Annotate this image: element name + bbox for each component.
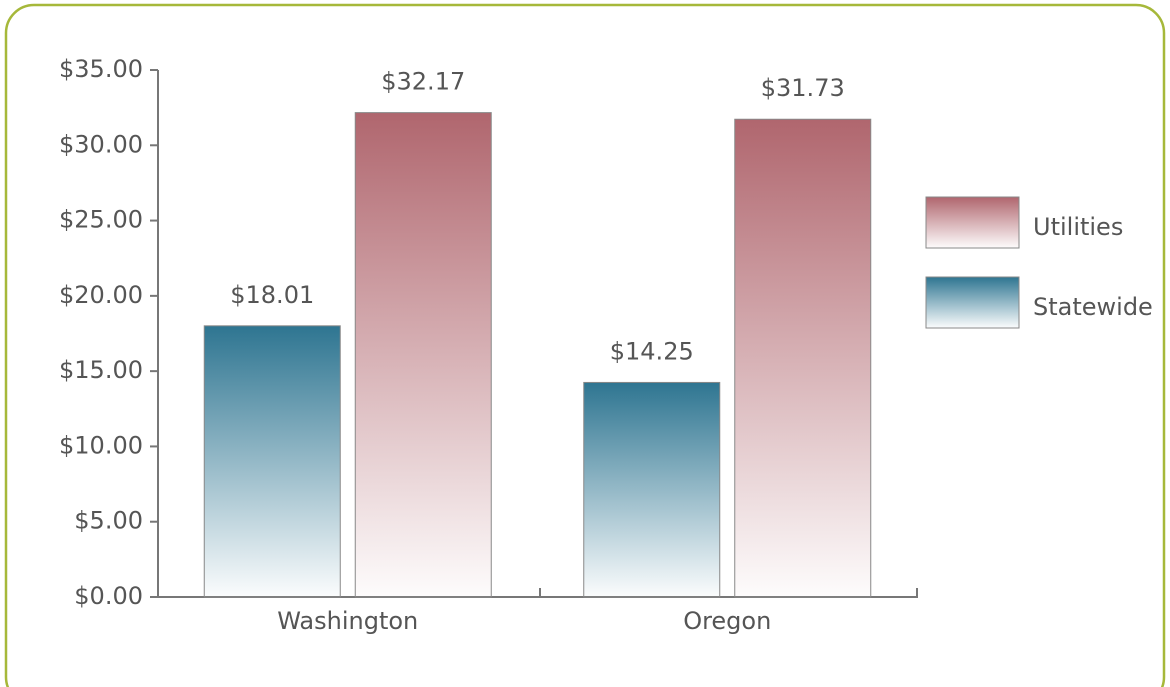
bar — [583, 381, 721, 598]
legend-label: Statewide — [1033, 293, 1153, 321]
value-label: $18.01 — [230, 281, 314, 309]
bar — [734, 118, 872, 598]
y-tick-label: $10.00 — [59, 431, 143, 459]
legend-label: Utilities — [1033, 213, 1123, 241]
y-tick-label: $30.00 — [59, 130, 143, 158]
legend-swatch — [925, 276, 1020, 329]
value-label: $14.25 — [610, 337, 694, 365]
value-label: $31.73 — [761, 74, 845, 102]
value-label: $32.17 — [381, 68, 465, 96]
y-tick-label: $20.00 — [59, 281, 143, 309]
legend-swatch — [925, 196, 1020, 249]
bar — [354, 112, 492, 598]
y-tick-label: $0.00 — [74, 582, 143, 610]
y-tick-label: $15.00 — [59, 356, 143, 384]
x-tick-label: Washington — [277, 607, 418, 635]
y-tick-label: $35.00 — [59, 55, 143, 83]
y-tick-label: $5.00 — [74, 507, 143, 535]
bar — [203, 325, 341, 598]
y-tick-label: $25.00 — [59, 206, 143, 234]
x-tick-label: Oregon — [683, 607, 771, 635]
